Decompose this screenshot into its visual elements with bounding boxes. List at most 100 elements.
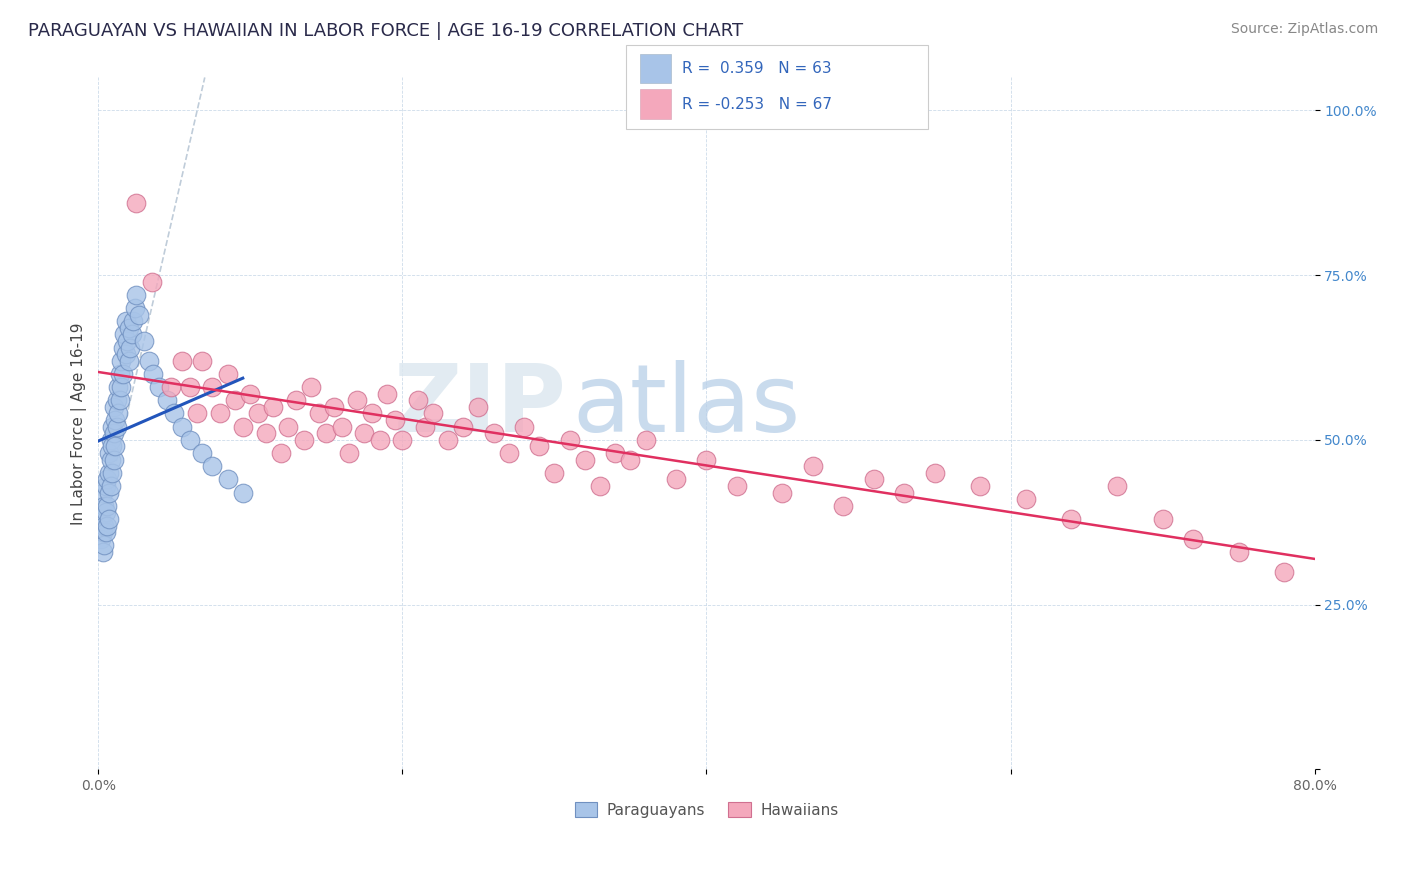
Point xyxy=(634,433,657,447)
Point xyxy=(90,532,112,546)
Point xyxy=(100,479,122,493)
Point xyxy=(217,472,239,486)
Point xyxy=(114,314,136,328)
Point xyxy=(208,407,231,421)
Point xyxy=(1152,512,1174,526)
Point xyxy=(924,466,946,480)
Point xyxy=(224,393,246,408)
Text: R = -0.253   N = 67: R = -0.253 N = 67 xyxy=(682,97,832,112)
Point xyxy=(1272,565,1295,579)
Point xyxy=(103,452,125,467)
Point xyxy=(110,353,132,368)
Point xyxy=(160,380,183,394)
Point xyxy=(121,327,143,342)
Point xyxy=(513,419,536,434)
Point xyxy=(94,479,117,493)
Point xyxy=(107,380,129,394)
Point xyxy=(467,400,489,414)
Point xyxy=(451,419,474,434)
Point xyxy=(574,452,596,467)
Point xyxy=(832,499,855,513)
Point xyxy=(406,393,429,408)
Point xyxy=(91,525,114,540)
Point xyxy=(141,275,163,289)
Point xyxy=(384,413,406,427)
Point xyxy=(107,407,129,421)
Point xyxy=(315,426,337,441)
Point xyxy=(413,419,436,434)
Point xyxy=(104,439,127,453)
Point xyxy=(725,479,748,493)
Point xyxy=(893,485,915,500)
Point xyxy=(299,380,322,394)
Point xyxy=(111,341,134,355)
Point xyxy=(285,393,308,408)
Point xyxy=(104,413,127,427)
Point xyxy=(91,485,114,500)
Point xyxy=(695,452,717,467)
Text: R =  0.359   N = 63: R = 0.359 N = 63 xyxy=(682,62,831,76)
Point xyxy=(105,419,128,434)
Point xyxy=(93,538,115,552)
Point xyxy=(90,512,112,526)
Point xyxy=(1060,512,1083,526)
Point xyxy=(108,393,131,408)
Point xyxy=(148,380,170,394)
Point xyxy=(353,426,375,441)
Point xyxy=(862,472,884,486)
Point xyxy=(98,485,121,500)
Point xyxy=(125,288,148,302)
Point xyxy=(93,499,115,513)
Point xyxy=(1181,532,1204,546)
Point xyxy=(232,419,254,434)
Point xyxy=(239,386,262,401)
Point xyxy=(96,499,118,513)
Point xyxy=(246,407,269,421)
Point xyxy=(361,407,384,421)
Point xyxy=(112,327,135,342)
Point xyxy=(437,433,460,447)
Point xyxy=(100,433,122,447)
Point xyxy=(619,452,641,467)
Point xyxy=(108,367,131,381)
Point xyxy=(1015,492,1038,507)
Point xyxy=(94,525,117,540)
Point xyxy=(98,466,121,480)
Point xyxy=(190,353,212,368)
Point xyxy=(1227,545,1250,559)
Point xyxy=(115,334,138,348)
Point xyxy=(558,433,581,447)
Point xyxy=(254,426,277,441)
Point xyxy=(101,466,124,480)
Point xyxy=(337,446,360,460)
Point xyxy=(179,433,201,447)
Point xyxy=(179,380,201,394)
Text: PARAGUAYAN VS HAWAIIAN IN LABOR FORCE | AGE 16-19 CORRELATION CHART: PARAGUAYAN VS HAWAIIAN IN LABOR FORCE | … xyxy=(28,22,744,40)
Point xyxy=(330,419,353,434)
Point xyxy=(93,518,115,533)
Legend: Paraguayans, Hawaiians: Paraguayans, Hawaiians xyxy=(568,796,845,824)
Point xyxy=(217,367,239,381)
Point xyxy=(98,446,121,460)
Point xyxy=(772,485,794,500)
Point xyxy=(201,380,224,394)
Point xyxy=(308,407,330,421)
Point xyxy=(262,400,284,414)
Point xyxy=(98,512,121,526)
Point xyxy=(422,407,444,421)
Point xyxy=(100,452,122,467)
Point xyxy=(605,446,627,460)
Text: atlas: atlas xyxy=(572,360,801,452)
Point xyxy=(186,407,208,421)
Point xyxy=(589,479,612,493)
Point xyxy=(105,393,128,408)
Point xyxy=(94,505,117,519)
Point xyxy=(201,459,224,474)
Point xyxy=(138,353,160,368)
Point xyxy=(96,472,118,486)
Point xyxy=(323,400,346,414)
Point xyxy=(170,419,193,434)
Point xyxy=(128,308,150,322)
Point xyxy=(529,439,551,453)
Point xyxy=(103,426,125,441)
